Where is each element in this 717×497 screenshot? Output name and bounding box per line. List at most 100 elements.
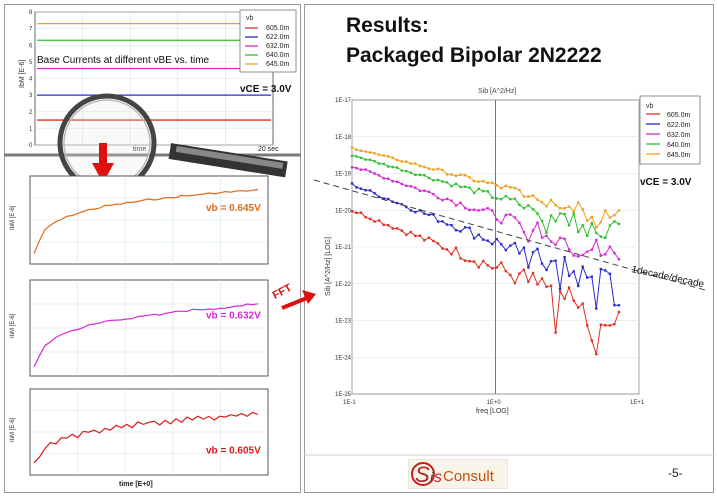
- psd-point: [387, 197, 390, 201]
- zoom-series-label: vb = 0.605V: [206, 445, 261, 456]
- psd-point: [604, 253, 607, 256]
- psd-point: [436, 178, 440, 182]
- psd-point: [373, 160, 376, 163]
- psd-point: [608, 216, 612, 219]
- tl-legend: vb 605.0m 622.0m 632.0m 640.0m 645.0m: [239, 9, 297, 73]
- psd-point: [459, 257, 462, 260]
- psd-point: [463, 206, 467, 210]
- psd-point: [350, 210, 354, 213]
- psd-point: [391, 156, 394, 159]
- psd-point: [518, 203, 521, 206]
- psd-point: [536, 283, 539, 286]
- psd-point: [581, 208, 584, 211]
- psd-point: [441, 180, 444, 183]
- psd-point: [604, 324, 607, 327]
- psd-point: [577, 284, 580, 288]
- psd-point: [459, 201, 462, 204]
- psd-point: [613, 213, 616, 217]
- psd-point: [518, 272, 521, 275]
- psd-point: [536, 247, 539, 251]
- psd-point: [396, 180, 399, 183]
- psd-point: [350, 146, 354, 149]
- psd-point: [482, 189, 485, 193]
- psd-point: [549, 260, 553, 263]
- psd-point: [396, 166, 399, 169]
- psd-point: [518, 252, 521, 255]
- psd-point: [377, 162, 381, 165]
- psd-point: [504, 213, 507, 217]
- psd-point: [604, 236, 607, 239]
- psd-ytick-label: 1E-24: [335, 355, 352, 361]
- psd-point: [350, 182, 354, 185]
- psd-point: [586, 250, 589, 253]
- psd-point: [373, 220, 376, 223]
- psd-point: [463, 185, 467, 188]
- psd-point: [491, 242, 494, 246]
- psd-point: [545, 234, 548, 237]
- psd-point: [423, 174, 426, 177]
- psd-point: [531, 208, 535, 211]
- psd-point: [549, 240, 553, 243]
- psd-point: [391, 180, 394, 183]
- psd-point: [427, 190, 431, 193]
- tl-legend-label: 645.0m: [266, 61, 290, 68]
- psd-point: [545, 268, 548, 272]
- zoom-series-line: [33, 188, 259, 254]
- psd-point: [432, 239, 435, 243]
- psd-point: [368, 217, 372, 221]
- psd-point: [540, 201, 544, 204]
- psd-point: [586, 276, 589, 279]
- psd-point: [436, 220, 440, 223]
- psd-point: [377, 219, 381, 222]
- psd-point: [500, 261, 503, 264]
- psd-point: [400, 229, 403, 232]
- psd-point: [423, 239, 426, 242]
- psd-point: [409, 209, 412, 212]
- psd-point: [373, 192, 376, 195]
- psd-point: [504, 269, 507, 273]
- psd-point: [418, 234, 422, 237]
- psd-point: [454, 182, 458, 185]
- psd-point: [590, 215, 593, 219]
- slope-reference-line: [313, 179, 706, 291]
- psd-legend: vb 605.0m 622.0m 632.0m 640.0m 645.0m: [639, 95, 701, 165]
- psd-point: [563, 207, 566, 210]
- psd-point: [468, 208, 471, 212]
- psd-point: [608, 224, 612, 227]
- psd-point: [491, 196, 494, 199]
- psd-point: [432, 179, 435, 182]
- psd-point: [445, 223, 449, 226]
- tl-ytick-label: 5: [29, 60, 33, 66]
- psd-point: [396, 201, 399, 205]
- zoom-ylabel: IbM [E-6]: [10, 313, 16, 338]
- psd-point: [554, 220, 557, 223]
- psd-point: [441, 220, 444, 223]
- psd-point: [509, 198, 512, 201]
- psd-point: [572, 270, 575, 273]
- psd-point: [427, 236, 431, 239]
- psd-point: [567, 274, 571, 277]
- psd-point: [599, 220, 602, 224]
- psd-point: [527, 240, 530, 243]
- psd-point: [423, 189, 426, 192]
- psd-point: [549, 214, 553, 217]
- psd-point: [387, 177, 390, 180]
- psd-point: [504, 248, 507, 252]
- psd-point: [382, 223, 385, 226]
- psd-point: [486, 239, 489, 242]
- psd-point: [368, 170, 372, 173]
- tl-legend-label: 632.0m: [266, 43, 290, 50]
- psd-point: [432, 168, 435, 171]
- psd-point: [377, 174, 381, 177]
- tl-ytick-label: 0: [29, 143, 33, 149]
- psd-point: [459, 230, 462, 233]
- psd-point: [500, 187, 503, 190]
- psd-point: [468, 176, 471, 179]
- psd-point: [445, 248, 449, 251]
- psd-point: [590, 248, 593, 251]
- zoom-xlabel: time [E+0]: [119, 481, 153, 488]
- psd-point: [495, 266, 498, 269]
- psd-point: [495, 237, 498, 241]
- psd-point: [359, 156, 363, 160]
- fft-label: FFT: [271, 282, 295, 302]
